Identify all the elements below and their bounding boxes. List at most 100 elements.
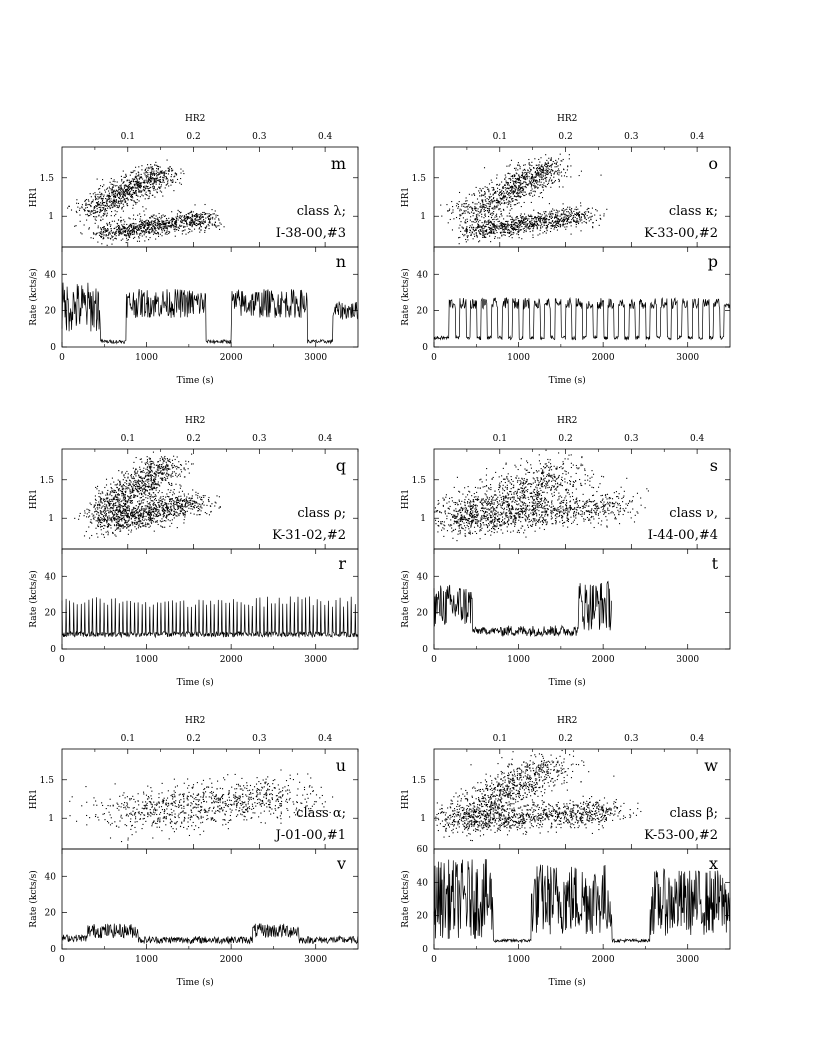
scatter-point xyxy=(124,506,126,508)
scatter-point xyxy=(143,182,145,184)
scatter-point xyxy=(152,173,154,175)
scatter-point xyxy=(125,237,128,239)
scatter-point xyxy=(199,227,201,229)
scatter-point xyxy=(472,221,474,223)
scatter-point xyxy=(128,182,130,184)
scatter-point xyxy=(126,180,128,182)
scatter-point xyxy=(146,459,148,461)
scatter-point xyxy=(150,519,152,522)
scatter-point xyxy=(135,227,137,230)
scatter-point xyxy=(515,169,517,171)
scatter-point xyxy=(191,221,193,223)
scatter-point xyxy=(169,226,171,228)
scatter-point xyxy=(119,188,121,190)
scatter-point xyxy=(139,488,141,490)
scatter-point xyxy=(538,213,540,215)
scatter-point xyxy=(519,176,521,178)
scatter-point xyxy=(152,168,154,170)
scatter-point xyxy=(153,231,155,233)
scatter-point xyxy=(498,226,501,228)
scatter-point xyxy=(145,181,147,183)
scatter-point xyxy=(164,224,166,226)
scatter-point xyxy=(541,219,543,221)
scatter-point xyxy=(122,238,124,240)
scatter-point xyxy=(86,213,89,215)
scatter-point xyxy=(141,224,143,226)
scatter-point xyxy=(173,190,175,192)
scatter-point xyxy=(101,199,104,201)
scatter-point xyxy=(112,239,114,241)
scatter-point xyxy=(540,181,542,183)
scatter-point xyxy=(83,208,85,210)
scatter-point xyxy=(111,189,113,191)
scatter-point xyxy=(102,227,104,229)
scatter-point xyxy=(99,197,101,199)
scatter-point xyxy=(147,505,149,508)
scatter-point xyxy=(142,499,144,501)
scatter-point xyxy=(491,186,493,189)
scatter-point xyxy=(523,188,525,190)
scatter-point xyxy=(134,526,136,528)
scatter-point xyxy=(88,509,90,511)
scatter-point xyxy=(491,202,493,204)
scatter-point xyxy=(539,184,541,186)
scatter-point xyxy=(518,177,520,180)
scatter-point xyxy=(163,215,165,217)
scatter-point xyxy=(477,227,479,229)
scatter-point xyxy=(114,503,116,505)
scatter-point xyxy=(170,507,172,509)
scatter-point xyxy=(103,207,105,209)
scatter-point xyxy=(102,238,104,240)
rate-panel-n xyxy=(61,246,359,348)
scatter-point xyxy=(524,186,526,188)
scatter-point xyxy=(153,227,155,229)
scatter-point xyxy=(504,231,507,233)
scatter-point xyxy=(563,223,565,226)
scatter-point xyxy=(140,233,142,235)
scatter-point xyxy=(479,230,482,232)
scatter-point xyxy=(170,180,172,182)
scatter-point xyxy=(538,181,540,183)
scatter-point xyxy=(136,229,138,231)
scatter-point xyxy=(128,482,130,484)
scatter-point xyxy=(150,494,152,496)
scatter-point xyxy=(500,224,502,226)
scatter-point xyxy=(167,179,169,181)
scatter-point xyxy=(131,486,133,488)
scatter-point xyxy=(174,172,176,174)
scatter-point xyxy=(165,461,167,463)
scatter-point xyxy=(522,177,524,179)
scatter-point xyxy=(570,221,572,223)
scatter-point xyxy=(150,217,152,219)
scatter-point xyxy=(145,223,147,225)
scatter-point xyxy=(517,181,519,183)
scatter-point xyxy=(533,227,535,229)
scatter-point xyxy=(513,187,515,189)
scatter-point xyxy=(487,188,489,190)
scatter-point xyxy=(517,234,520,236)
scatter-point xyxy=(165,225,167,227)
scatter-point xyxy=(471,211,473,213)
scatter-point xyxy=(131,491,133,493)
scatter-point xyxy=(536,186,538,188)
scatter-point xyxy=(166,230,168,232)
scatter-point xyxy=(131,502,134,504)
scatter-point xyxy=(539,229,541,231)
scatter-point xyxy=(514,181,516,183)
scatter-point xyxy=(157,470,159,472)
scatter-point xyxy=(201,222,203,224)
scatter-point xyxy=(154,495,156,498)
scatter-point xyxy=(144,221,146,223)
scatter-point xyxy=(477,213,479,215)
scatter-point xyxy=(150,477,152,479)
scatter-point xyxy=(524,221,526,223)
scatter-point xyxy=(482,187,484,190)
scatter-point xyxy=(535,220,537,222)
scatter-point xyxy=(159,180,161,183)
scatter-point xyxy=(465,229,467,231)
scatter-point xyxy=(152,226,154,228)
scatter-point xyxy=(125,188,127,191)
scatter-point xyxy=(126,502,128,504)
scatter-point xyxy=(517,190,519,192)
scatter-point xyxy=(163,174,165,176)
